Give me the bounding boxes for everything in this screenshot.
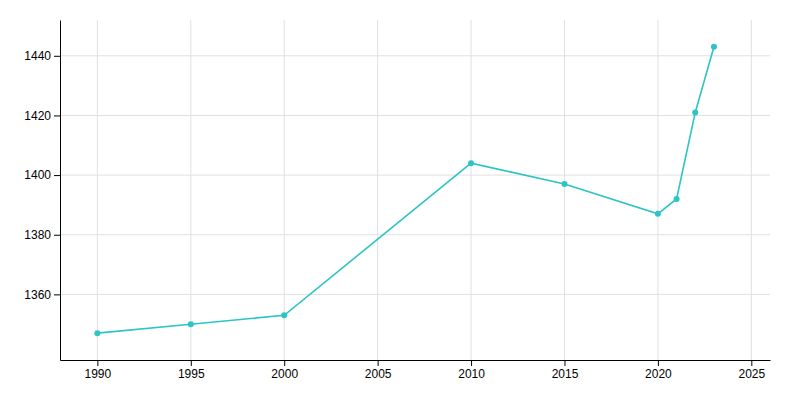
- x-tick-mark: [284, 360, 285, 366]
- point: [94, 330, 100, 336]
- y-tick: 1440: [24, 49, 60, 63]
- y-axis: 1360 1380 1400 1420 1440: [24, 21, 60, 361]
- x-tick-label: 2000: [271, 367, 298, 381]
- grid-line-y: [60, 55, 770, 56]
- y-tick-label: 1380: [24, 228, 51, 242]
- grid: [60, 20, 770, 360]
- y-tick-label: 1400: [24, 168, 51, 182]
- x-tick-mark: [191, 360, 192, 366]
- x-tick: 2015: [552, 360, 579, 381]
- point: [188, 321, 194, 327]
- y-tick-label: 1420: [24, 109, 51, 123]
- x-tick-mark: [658, 360, 659, 366]
- x-tick-label: 2020: [645, 367, 672, 381]
- grid-line-x: [97, 20, 98, 360]
- x-tick: 1990: [85, 360, 112, 381]
- point: [692, 109, 698, 115]
- y-tick-mark: [54, 115, 60, 116]
- y-axis-line: [60, 21, 61, 361]
- grid-line-y: [60, 294, 770, 295]
- grid-line-y: [60, 234, 770, 235]
- x-tick-mark: [471, 360, 472, 366]
- point: [561, 181, 567, 187]
- grid-line-y: [60, 175, 770, 176]
- y-tick-label: 1360: [24, 288, 51, 302]
- marks: [94, 44, 717, 336]
- y-tick-label: 1440: [24, 49, 51, 63]
- x-tick-mark: [378, 360, 379, 366]
- grid-line-x: [564, 20, 565, 360]
- grid-line-x: [284, 20, 285, 360]
- x-axis-line: [61, 360, 771, 361]
- x-tick-mark: [751, 360, 752, 366]
- x-tick: 2005: [365, 360, 392, 381]
- grid-line-x: [751, 20, 752, 360]
- grid-line-x: [377, 20, 378, 360]
- x-tick-mark: [97, 360, 98, 366]
- point: [674, 196, 680, 202]
- y-tick-mark: [54, 56, 60, 57]
- x-axis: 1990 1995 2000 2005 2010 2015 2020 2025: [61, 360, 771, 381]
- grid-line-y: [60, 115, 770, 116]
- line: [97, 47, 714, 333]
- chart: 1990 1995 2000 2005 2010 2015 2020 2025 1360 1380…: [0, 0, 800, 400]
- plot-area: 1990 1995 2000 2005 2010 2015 2020 2025 1360 1380…: [24, 20, 770, 381]
- x-tick-label: 1990: [85, 367, 112, 381]
- point: [468, 160, 474, 166]
- y-tick: 1360: [24, 288, 60, 302]
- y-tick: 1380: [24, 228, 60, 242]
- point: [711, 44, 717, 50]
- x-tick-mark: [564, 360, 565, 366]
- x-tick-label: 2025: [738, 367, 765, 381]
- point: [281, 312, 287, 318]
- x-tick: 2000: [271, 360, 298, 381]
- x-tick: 2025: [738, 360, 765, 381]
- grid-line-x: [657, 20, 658, 360]
- x-tick-label: 2015: [552, 367, 579, 381]
- point: [655, 211, 661, 217]
- grid-line-x: [471, 20, 472, 360]
- y-tick: 1400: [24, 168, 60, 182]
- y-tick-mark: [54, 175, 60, 176]
- x-tick-label: 2010: [458, 367, 485, 381]
- x-tick: 2010: [458, 360, 485, 381]
- y-tick: 1420: [24, 109, 60, 123]
- x-tick: 2020: [645, 360, 672, 381]
- x-tick: 1995: [178, 360, 205, 381]
- x-tick-label: 1995: [178, 367, 205, 381]
- y-tick-mark: [54, 294, 60, 295]
- grid-line-x: [190, 20, 191, 360]
- x-tick-label: 2005: [365, 367, 392, 381]
- y-tick-mark: [54, 235, 60, 236]
